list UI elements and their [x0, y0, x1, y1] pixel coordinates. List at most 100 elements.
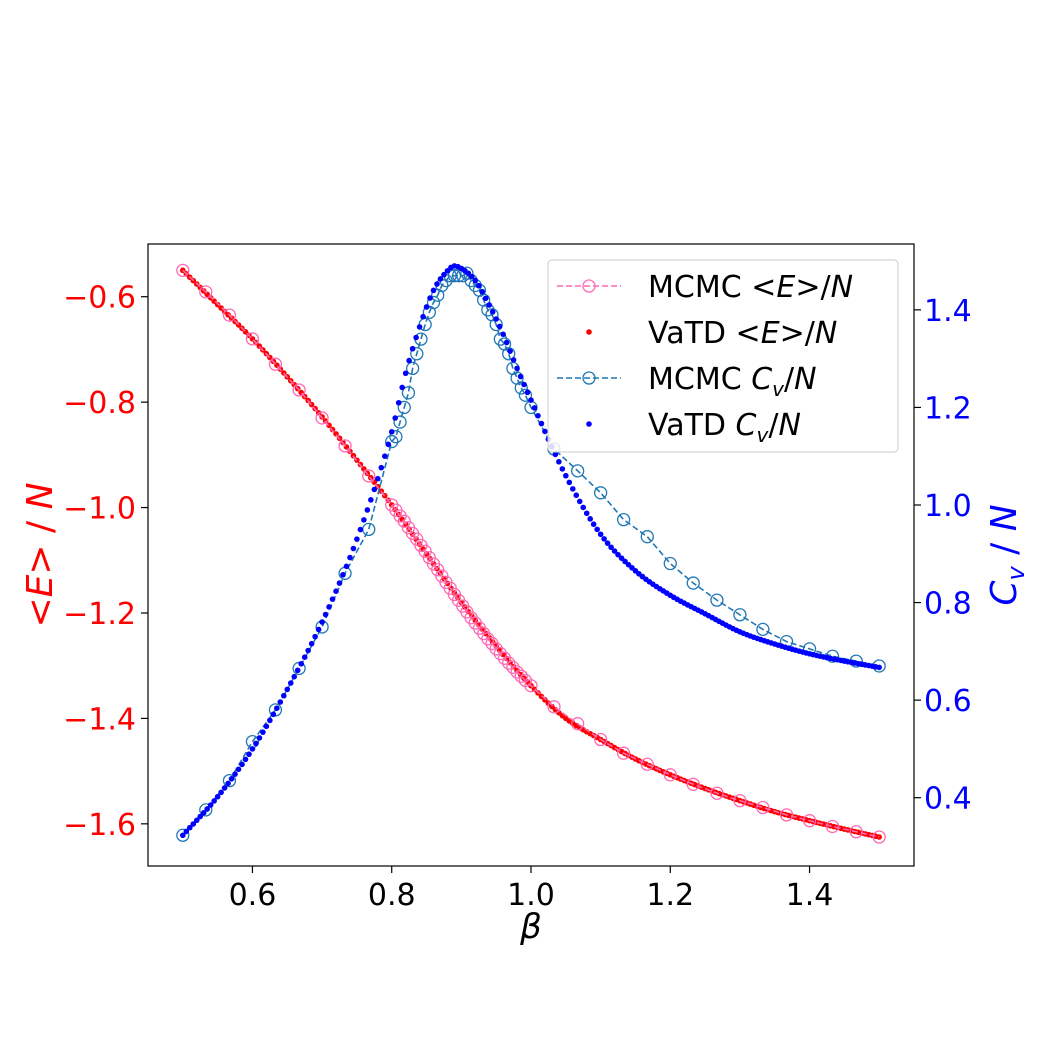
data-point — [486, 302, 493, 308]
y-left-tick-label: −1.2 — [63, 597, 136, 632]
data-point — [535, 412, 541, 419]
data-point — [497, 651, 512, 665]
data-point — [616, 746, 631, 760]
y-left-tick-label: −1.6 — [63, 808, 136, 843]
data-point — [434, 281, 440, 287]
y-left-tick-label: −0.6 — [63, 281, 136, 316]
data-point — [193, 817, 200, 824]
y-axis-left-label: <E> / N — [20, 482, 61, 627]
data-point — [475, 282, 482, 289]
data-point — [329, 596, 336, 602]
data-point — [180, 832, 186, 839]
data-point — [426, 295, 441, 310]
data-point — [199, 803, 213, 817]
data-point — [207, 802, 214, 808]
legend-box — [547, 259, 899, 453]
data-point — [472, 277, 479, 284]
data-point — [507, 348, 513, 354]
data-point — [423, 304, 430, 310]
data-point — [294, 667, 301, 674]
data-point — [521, 381, 527, 388]
data-point — [186, 824, 193, 831]
data-point — [284, 686, 291, 693]
data-point — [460, 266, 474, 280]
data-point — [406, 357, 412, 364]
y-right-tick-label: 1.4 — [924, 294, 972, 329]
data-point — [385, 441, 392, 448]
y-right-tick-label: 1.2 — [924, 391, 972, 426]
data-point — [242, 756, 249, 763]
data-point — [566, 479, 573, 486]
data-point — [362, 469, 376, 483]
data-point — [322, 611, 329, 618]
y-right-tick-label: 0.6 — [924, 684, 972, 719]
x-axis: 0.6 0.8 1.0 1.2 1.4 — [229, 866, 833, 913]
data-point — [246, 751, 252, 758]
data-point — [263, 723, 270, 730]
data-point — [615, 551, 621, 558]
y-axis-right-label: Cv / N — [984, 504, 1030, 605]
series-vatd-cv — [180, 263, 882, 839]
series-line — [182, 272, 880, 836]
data-point — [315, 411, 329, 425]
data-point — [270, 711, 277, 718]
x-tick-label: 0.8 — [368, 878, 416, 913]
data-point — [338, 439, 352, 453]
data-point — [228, 776, 235, 782]
data-point — [340, 572, 346, 578]
data-point — [580, 504, 587, 511]
legend-label-mcmc-cv: MCMC Cv/N — [648, 362, 817, 401]
y-left-tick-label: −0.8 — [63, 386, 136, 421]
data-point — [371, 486, 378, 493]
data-point — [249, 746, 256, 752]
data-point — [211, 798, 217, 804]
data-point — [274, 705, 280, 711]
data-point — [482, 295, 489, 302]
data-point — [176, 263, 190, 278]
data-point — [364, 507, 371, 513]
data-point — [573, 492, 580, 499]
data-point — [849, 825, 863, 839]
y-axis-right: 1.4 1.2 1.0 0.8 0.6 0.4 — [914, 294, 972, 817]
data-point — [710, 593, 724, 607]
data-point — [514, 381, 528, 395]
y-axis-left: −0.6 −0.8 −1.0 −1.2 −1.4 −1.6 — [63, 281, 148, 843]
data-point — [524, 679, 538, 693]
data-point — [333, 431, 339, 437]
data-point — [222, 308, 237, 322]
data-point — [571, 717, 585, 731]
data-point — [256, 735, 263, 741]
data-point — [214, 793, 221, 800]
data-point — [218, 789, 224, 796]
data-point — [222, 773, 237, 788]
data-point — [590, 521, 597, 528]
data-point — [298, 660, 305, 667]
y-left-tick-label: −1.0 — [63, 492, 136, 527]
y-right-tick-label: 0.4 — [924, 782, 972, 817]
data-point — [559, 466, 566, 472]
data-point — [388, 429, 395, 435]
legend-marker-vatd-cv — [586, 421, 592, 427]
data-point — [232, 771, 238, 777]
legend: MCMC <E>/N VaTD <E>/N MCMC Cv/N VaTD Cv/… — [547, 259, 899, 453]
data-point — [502, 656, 516, 670]
data-point — [190, 821, 197, 827]
data-point — [392, 415, 399, 421]
data-point — [601, 536, 607, 542]
data-point — [489, 642, 503, 656]
series-mcmc-energy — [176, 263, 886, 844]
legend-marker-vatd-energy — [586, 329, 592, 335]
data-point — [571, 464, 585, 478]
data-point — [235, 766, 242, 773]
data-point — [618, 555, 625, 561]
data-point — [779, 808, 794, 822]
data-point — [253, 740, 259, 747]
data-point — [451, 269, 466, 283]
data-point — [493, 332, 508, 346]
data-point — [199, 285, 213, 299]
x-tick-label: 1.0 — [507, 878, 555, 913]
series-mcmc-cv — [176, 266, 886, 842]
data-point — [640, 757, 654, 771]
data-point — [357, 526, 364, 533]
